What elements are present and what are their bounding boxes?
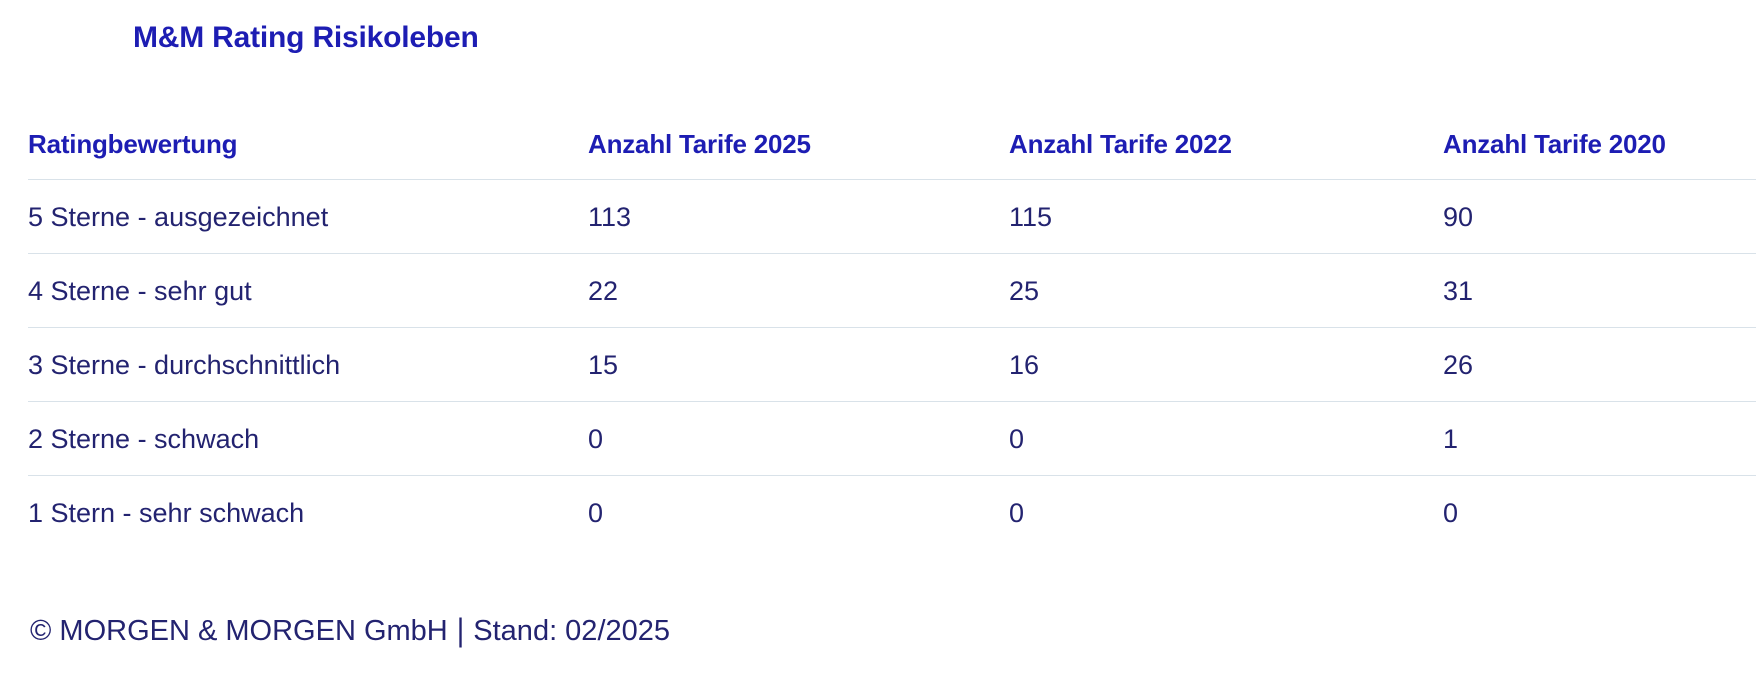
value-2025: 0 [588, 423, 604, 454]
rating-label: 4 Sterne - sehr gut [28, 275, 252, 306]
rating-label: 3 Sterne - durchschnittlich [28, 349, 341, 380]
copyright-text: © MORGEN & MORGEN GmbH [30, 615, 448, 647]
value-2022: 115 [1009, 201, 1053, 232]
column-header-anzahl-tarife-2020: Anzahl Tarife 2020 [1443, 129, 1666, 159]
value-2025: 22 [588, 275, 619, 306]
value-2022: 25 [1009, 275, 1040, 306]
table-row: 3 Sterne - durchschnittlich 15 16 26 [28, 328, 1756, 402]
column-header-ratingbewertung: Ratingbewertung [28, 129, 238, 159]
stand-text: Stand: 02/2025 [473, 615, 671, 647]
rating-label: 2 Sterne - schwach [28, 423, 260, 454]
value-2020: 26 [1443, 349, 1474, 380]
footer-separator: | [456, 613, 465, 649]
value-2025: 0 [588, 498, 604, 528]
column-header-anzahl-tarife-2022: Anzahl Tarife 2022 [1009, 129, 1232, 159]
footer: © MORGEN & MORGEN GmbH | Stand: 02/2025 [30, 613, 1756, 649]
table-row: 4 Sterne - sehr gut 22 25 31 [28, 254, 1756, 328]
value-2022: 16 [1009, 349, 1040, 380]
rating-label: 1 Stern - sehr schwach [28, 498, 305, 528]
table-row: 2 Sterne - schwach 0 0 1 [28, 402, 1756, 476]
value-2020: 0 [1443, 498, 1459, 528]
value-2020: 90 [1443, 201, 1474, 232]
page-title: M&M Rating Risikoleben [133, 21, 479, 54]
value-2022: 0 [1009, 423, 1025, 454]
value-2025: 113 [588, 201, 632, 232]
column-header-anzahl-tarife-2025: Anzahl Tarife 2025 [588, 129, 811, 159]
table-header-row: Ratingbewertung Anzahl Tarife 2025 Anzah… [28, 129, 1756, 180]
rating-table: Ratingbewertung Anzahl Tarife 2025 Anzah… [28, 129, 1756, 550]
value-2020: 1 [1443, 423, 1459, 454]
rating-label: 5 Sterne - ausgezeichnet [28, 201, 329, 232]
table-row: 5 Sterne - ausgezeichnet 113 115 90 [28, 180, 1756, 254]
value-2020: 31 [1443, 275, 1474, 306]
value-2022: 0 [1009, 498, 1025, 528]
value-2025: 15 [588, 349, 619, 380]
table-row: 1 Stern - sehr schwach 0 0 0 [28, 476, 1756, 550]
